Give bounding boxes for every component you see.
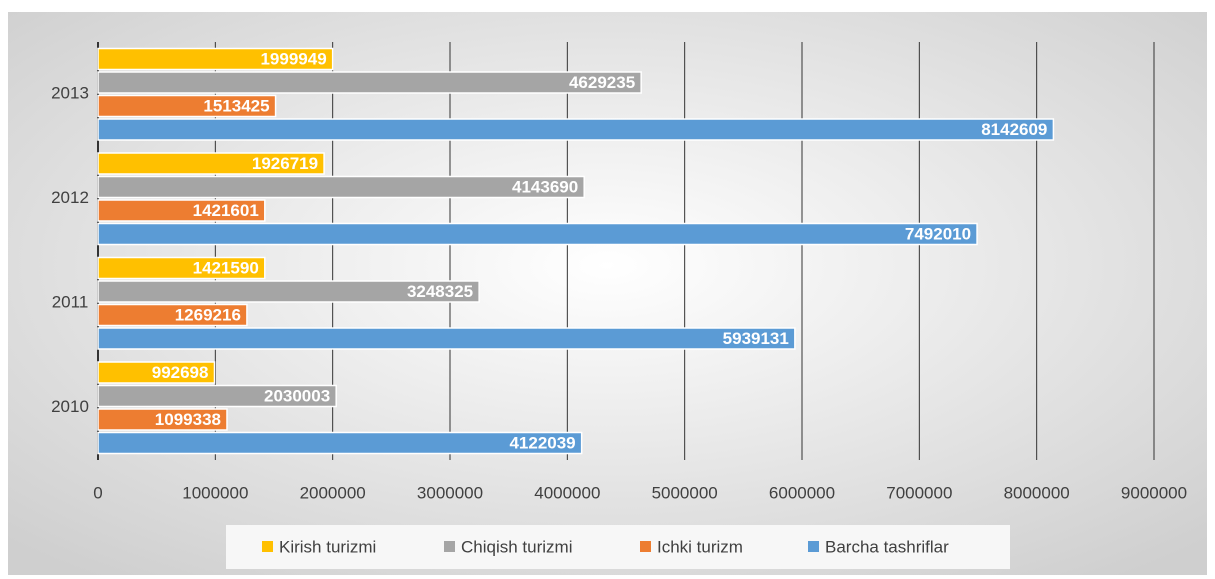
- data-label: 4122039: [509, 433, 575, 452]
- bar: [97, 222, 978, 246]
- bar: [97, 94, 277, 118]
- data-label: 1099338: [155, 410, 221, 429]
- legend-box: [226, 525, 1010, 569]
- x-tick-label: 8000000: [1004, 483, 1070, 502]
- y-tick-label: 2010: [51, 397, 89, 416]
- x-tick-label: 1000000: [182, 483, 248, 502]
- bar: [97, 408, 228, 431]
- bar: [97, 303, 248, 327]
- bar: [97, 384, 337, 408]
- legend-label: Chiqish turizmi: [461, 537, 572, 556]
- y-tick-label: 2013: [51, 84, 89, 103]
- legend-marker: [262, 541, 273, 552]
- x-tick-label: 4000000: [534, 483, 600, 502]
- legend-marker: [444, 541, 455, 552]
- bar: [97, 175, 585, 199]
- data-label: 8142609: [981, 120, 1047, 139]
- bar: [97, 118, 1055, 141]
- x-tick-label: 5000000: [652, 483, 718, 502]
- legend-marker: [808, 541, 819, 552]
- bar: [97, 71, 642, 94]
- legend-label: Barcha tashriflar: [825, 537, 949, 556]
- data-label: 5939131: [723, 329, 789, 348]
- bar: [97, 199, 266, 222]
- data-label: 1421590: [193, 258, 259, 277]
- data-label: 992698: [152, 363, 209, 382]
- bar: [97, 431, 583, 455]
- x-tick-label: 7000000: [886, 483, 952, 502]
- data-label: 3248325: [407, 282, 473, 301]
- bar: [97, 256, 266, 280]
- legend-label: Kirish turizmi: [279, 537, 376, 556]
- bar: [97, 280, 480, 303]
- x-tick-label: 6000000: [769, 483, 835, 502]
- data-label: 1513425: [203, 96, 269, 115]
- bar: [97, 361, 216, 384]
- bar: [97, 152, 325, 175]
- bar: [97, 327, 796, 350]
- legend-label: Ichki turizm: [657, 537, 743, 556]
- data-label: 1421601: [193, 201, 259, 220]
- x-tick-label: 2000000: [300, 483, 366, 502]
- data-label: 1269216: [175, 305, 241, 324]
- y-tick-label: 2012: [51, 188, 89, 207]
- bar: [97, 47, 334, 71]
- data-label: 4629235: [569, 73, 635, 92]
- x-tick-label: 9000000: [1121, 483, 1187, 502]
- data-label: 1926719: [252, 154, 318, 173]
- x-tick-label: 0: [93, 483, 102, 502]
- data-label: 2030003: [264, 386, 330, 405]
- data-label: 4143690: [512, 177, 578, 196]
- x-tick-label: 3000000: [417, 483, 483, 502]
- legend-marker: [640, 541, 651, 552]
- data-label: 1999949: [260, 49, 326, 68]
- data-label: 7492010: [905, 224, 971, 243]
- y-tick-label: 2011: [52, 293, 89, 312]
